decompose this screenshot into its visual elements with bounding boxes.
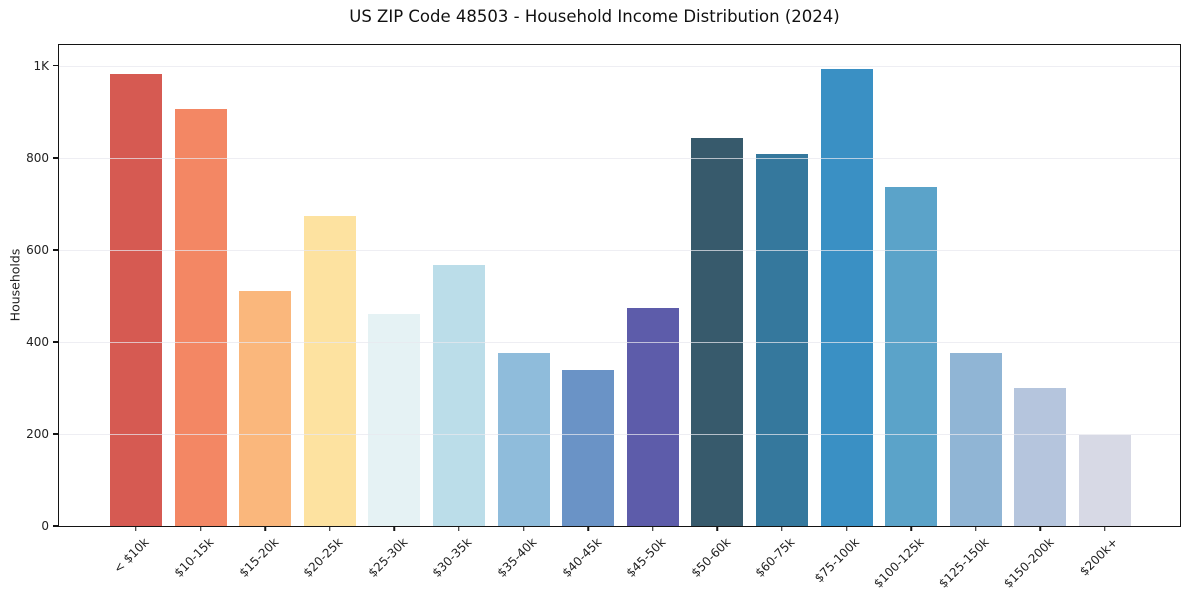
x-tick-mark [974, 526, 977, 531]
x-tick-mark [458, 526, 460, 531]
y-tick-mark [53, 249, 59, 251]
x-tick-label: $20-25k [300, 535, 346, 580]
plot-area: 0 200 400 600 800 1K < $10k $10-15k $15-20k $20-2… [26, 44, 1181, 590]
x-tick-mark [587, 526, 589, 531]
bar-$30-35k [432, 265, 485, 526]
y-tick-label: 800 [26, 150, 49, 165]
x-tick-mark [522, 526, 525, 531]
y-tick-label: 0 [41, 519, 49, 533]
bar-$100-125k [885, 187, 938, 526]
x-tick-label: $10-15k [171, 535, 217, 580]
x-tick-label: $150-200k [1000, 535, 1057, 590]
x-tick-label: $45-50k [623, 535, 669, 580]
x-tick-mark [328, 526, 331, 531]
y-tick-mark [53, 433, 59, 435]
y-tick-mark [53, 341, 59, 343]
gridline-600 [59, 249, 1180, 252]
x-tick-mark [716, 526, 719, 531]
x-tick-mark [1104, 526, 1106, 531]
bar-$35-40k [497, 352, 550, 526]
x-tick-label: $30-35k [429, 535, 475, 580]
bar-$15-20k [239, 290, 292, 526]
x-tick-mark [651, 526, 654, 531]
x-tick-mark [135, 526, 137, 531]
bar-$75-100k [820, 69, 873, 526]
y-tick-mark [53, 64, 59, 67]
gridline-800 [59, 157, 1180, 160]
x-tick-mark [264, 526, 266, 531]
x-tick-label: $200k+ [1077, 535, 1121, 579]
x-tick-label: $100-125k [871, 535, 927, 590]
x-tick-label: $35-40k [494, 535, 540, 580]
x-tick-label: $25-30k [365, 535, 411, 580]
gridline-1K [59, 65, 1180, 68]
bar-$200k+ [1078, 435, 1131, 526]
y-tick-label: 400 [26, 334, 49, 349]
x-tick-label: $15-20k [236, 535, 281, 580]
x-tick-label: < $10k [110, 535, 152, 576]
y-tick-mark [53, 525, 59, 527]
x-tick-label: $60-75k [752, 535, 798, 580]
bar-$20-25k [303, 216, 356, 526]
x-tick-mark [910, 526, 912, 531]
x-tick-mark [845, 526, 848, 531]
bar-$45-50k [626, 307, 679, 526]
bar-< $10k [109, 74, 162, 526]
bar-$10-15k [174, 108, 227, 526]
x-tick-label: $50-60k [688, 535, 734, 580]
x-tick-mark [393, 526, 396, 531]
bar-$40-45k [562, 370, 615, 526]
bar-$25-30k [368, 313, 421, 526]
chart-title: US ZIP Code 48503 - Household Income Dis… [349, 7, 840, 26]
y-tick-label: 600 [26, 242, 49, 257]
x-tick-mark [1039, 526, 1042, 531]
x-tick-label: $40-45k [559, 535, 604, 580]
bar-$50-60k [691, 138, 744, 526]
x-tick-mark [781, 526, 783, 531]
y-tick-label: 1K [33, 58, 49, 73]
x-tick-mark [199, 526, 202, 531]
y-tick-label: 200 [26, 426, 49, 441]
y-tick-mark [53, 157, 59, 159]
bar-$60-75k [755, 154, 808, 526]
bar-$150-200k [1014, 388, 1067, 526]
x-tick-label: $125-150k [935, 535, 992, 590]
gridline-200 [59, 433, 1180, 436]
x-tick-label: $75-100k [812, 535, 863, 586]
bar-$125-150k [949, 352, 1002, 526]
gridline-400 [59, 341, 1180, 344]
y-axis-label: Households [7, 248, 23, 322]
